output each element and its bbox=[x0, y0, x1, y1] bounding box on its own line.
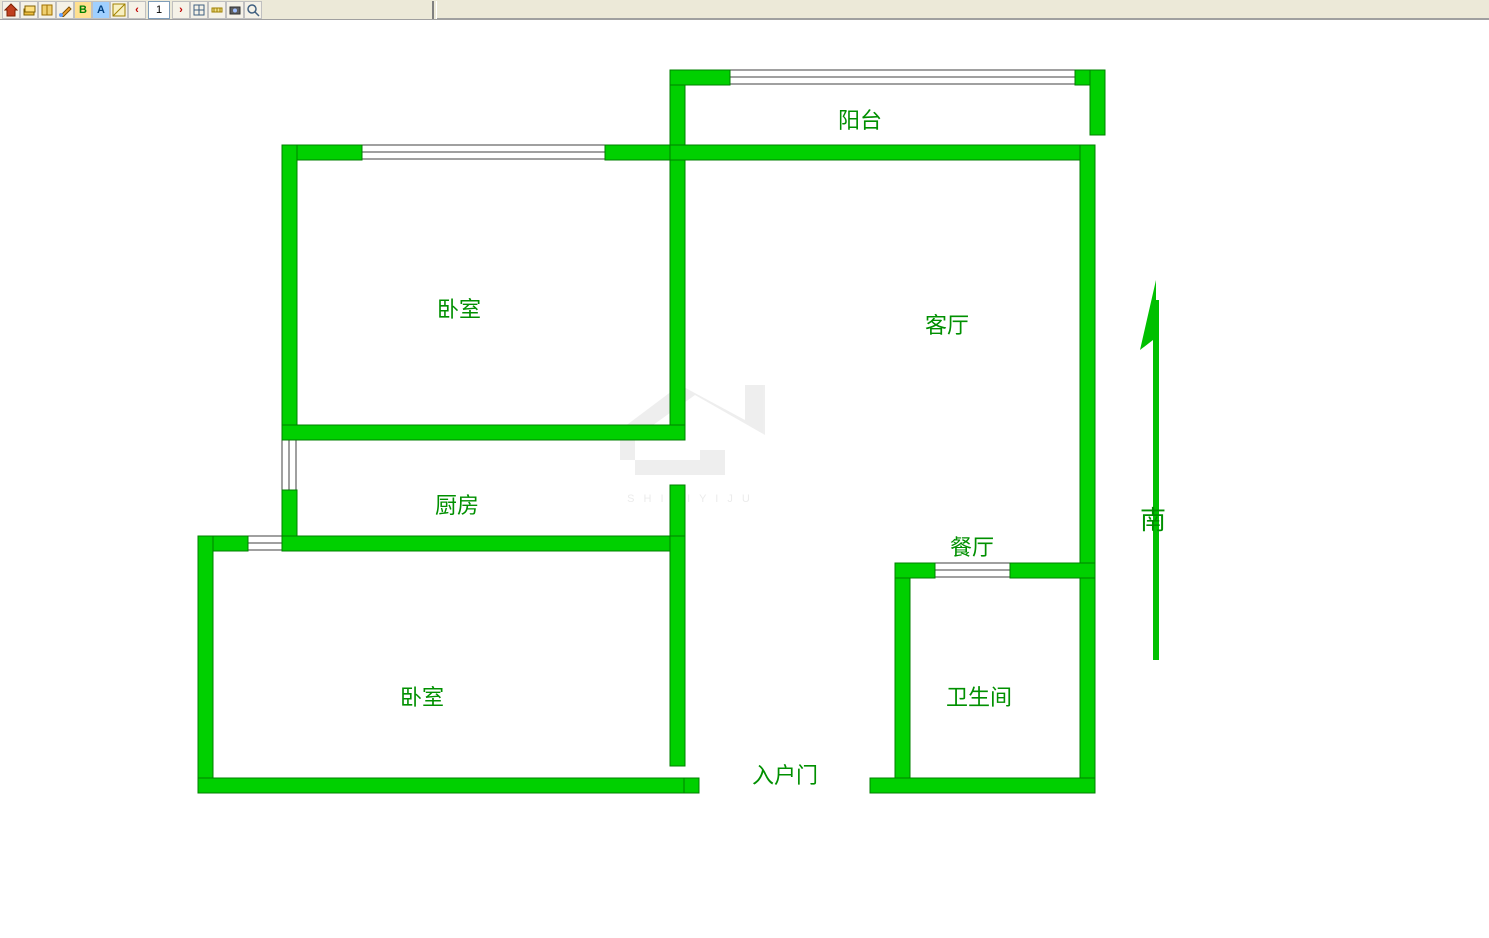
toolbar: B A ‹ › bbox=[0, 0, 1489, 20]
compass-label: 南 bbox=[1140, 500, 1166, 537]
toolbar-rest bbox=[436, 1, 1489, 19]
tool-paint-icon[interactable] bbox=[56, 1, 74, 19]
tool-letter-a-icon[interactable]: A bbox=[92, 1, 110, 19]
page-number-input[interactable] bbox=[148, 1, 170, 19]
floorplan-svg: S H I J I Y I J U bbox=[0, 20, 1489, 933]
prev-page-icon[interactable]: ‹ bbox=[128, 1, 146, 19]
room-label: 客厅 bbox=[925, 308, 969, 340]
room-label: 入户门 bbox=[752, 758, 818, 790]
next-page-icon[interactable]: › bbox=[172, 1, 190, 19]
tool-ruler2-icon[interactable] bbox=[208, 1, 226, 19]
tool-book-icon[interactable] bbox=[38, 1, 56, 19]
room-label: 卧室 bbox=[400, 680, 444, 712]
floorplan-canvas: S H I J I Y I J U 阳台卧室客厅厨房餐厅卧室卫生间入户门南 bbox=[0, 20, 1489, 933]
room-label: 厨房 bbox=[435, 488, 479, 520]
tool-layers-icon[interactable] bbox=[20, 1, 38, 19]
svg-text:S H I J I Y I J U: S H I J I Y I J U bbox=[627, 493, 753, 505]
toolbar-spacer bbox=[262, 1, 434, 19]
room-label: 卫生间 bbox=[946, 680, 1012, 712]
room-label: 卧室 bbox=[437, 292, 481, 324]
tool-grid-icon[interactable] bbox=[190, 1, 208, 19]
room-label: 阳台 bbox=[838, 103, 882, 135]
tool-letter-b-icon[interactable]: B bbox=[74, 1, 92, 19]
tool-zoom-icon[interactable] bbox=[244, 1, 262, 19]
tool-ruler-icon[interactable] bbox=[110, 1, 128, 19]
room-label: 餐厅 bbox=[950, 530, 994, 562]
tool-camera-icon[interactable] bbox=[226, 1, 244, 19]
tool-home-icon[interactable] bbox=[2, 1, 20, 19]
